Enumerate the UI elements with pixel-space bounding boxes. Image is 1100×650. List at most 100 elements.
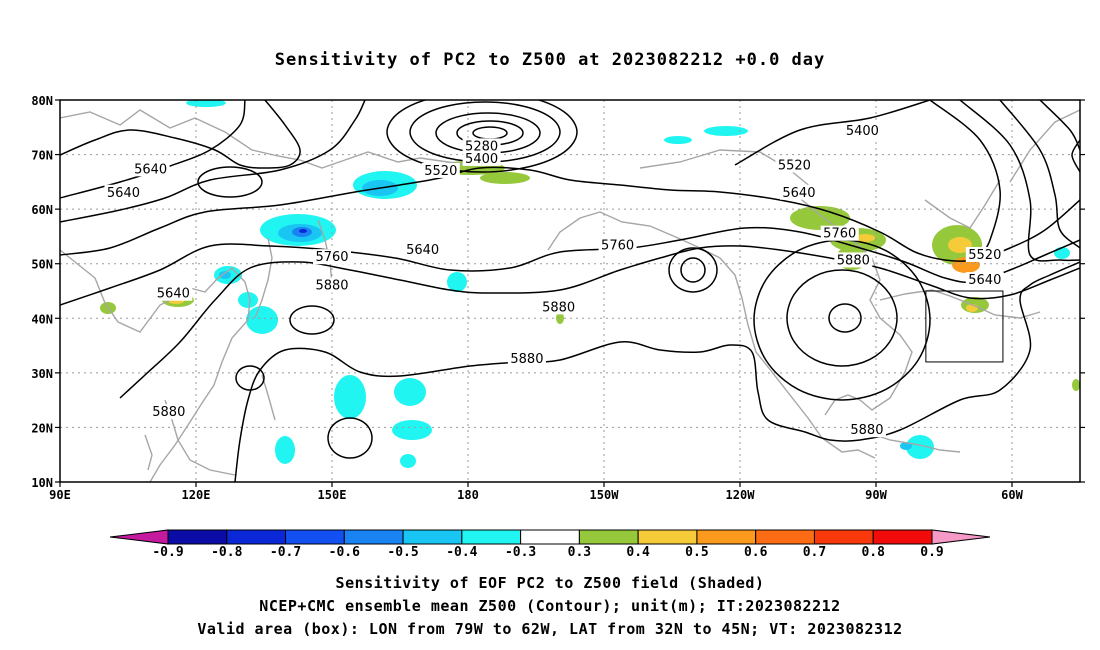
contour-label-bg	[104, 184, 143, 200]
shading-blob	[275, 436, 295, 464]
contour-label: 5880	[510, 352, 543, 367]
contour-line	[60, 100, 301, 169]
contour-label: 5520	[424, 164, 457, 179]
lat-label: 80N	[31, 94, 53, 108]
gridlines	[60, 100, 1080, 482]
lat-label: 10N	[31, 476, 53, 490]
contour-line	[60, 100, 366, 223]
colorbar-segment	[755, 529, 815, 545]
contour-ring	[456, 120, 524, 146]
lat-label: 20N	[31, 421, 53, 435]
lon-label: 150E	[318, 488, 347, 502]
coastline	[924, 179, 1001, 229]
colorbar-label: 0.8	[861, 545, 885, 560]
contour-label-bg	[462, 150, 501, 166]
colorbar-label: 0.5	[685, 545, 708, 560]
shading-blob	[704, 126, 748, 136]
shading-blob	[238, 292, 258, 308]
colorbar-segment	[343, 529, 404, 545]
colorbar-right-arrow	[931, 529, 991, 545]
contour-ring	[327, 417, 373, 459]
coastline	[254, 237, 273, 319]
contour-label: 5880	[152, 405, 185, 420]
map-title: Sensitivity of PC2 to Z500 at 2023082212…	[274, 50, 826, 70]
contour-ring	[235, 365, 265, 391]
shading-blob	[790, 206, 850, 230]
coastline	[879, 289, 1041, 319]
contour-label: 5880	[315, 279, 348, 294]
colorbar-left-arrow	[109, 529, 169, 545]
contour-label-bg	[539, 299, 578, 315]
lat-label: 30N	[31, 367, 53, 381]
contour-label: 5880	[850, 423, 883, 438]
contour-line	[999, 100, 1080, 249]
colorbar-label: 0.9	[920, 545, 943, 560]
colorbar-label: -0.5	[387, 545, 418, 560]
coastline	[144, 434, 153, 471]
shading-blob	[906, 435, 934, 459]
contour-label: 5400	[465, 152, 498, 167]
contour-label: 5640	[406, 243, 439, 258]
shading-blob	[480, 172, 530, 184]
contour-label: 5880	[542, 300, 575, 315]
shading-blob	[900, 442, 912, 450]
contour-label-bg	[131, 161, 170, 177]
contour-line	[1071, 139, 1080, 173]
lon-label: 60W	[1001, 488, 1023, 502]
shading-blob	[334, 375, 366, 419]
colorbar-label: -0.3	[505, 545, 536, 560]
contour-label-bg	[403, 242, 442, 258]
contour-label-bg	[834, 252, 873, 268]
colorbar-label: 0.6	[744, 545, 768, 560]
colorbar-segment	[696, 529, 757, 545]
contour-line	[60, 166, 1080, 262]
contour-line	[234, 261, 1080, 482]
lat-label: 40N	[31, 312, 53, 326]
contour-ring	[786, 269, 898, 367]
contour-label: 5640	[134, 162, 167, 177]
contour-label: 5760	[601, 239, 634, 254]
shading-blob	[392, 420, 432, 440]
lon-label: 120E	[182, 488, 211, 502]
colorbar-segment	[813, 529, 874, 545]
caption-line-3: Valid area (box): LON from 79W to 62W, L…	[197, 620, 903, 638]
contour-label: 5640	[782, 186, 815, 201]
contour-ring	[668, 247, 718, 293]
contour-label-bg	[843, 123, 882, 139]
contour-label: 5640	[157, 287, 190, 302]
colorbar-segment	[520, 529, 580, 545]
colorbar-segment	[226, 529, 287, 545]
contour-label-bg	[462, 138, 501, 154]
colorbar-segment	[402, 529, 463, 545]
colorbar-label: 0.7	[803, 545, 826, 560]
coastline	[60, 249, 251, 482]
lat-label: 60N	[31, 203, 53, 217]
contour-ring	[289, 305, 335, 335]
colorbar-segment	[637, 529, 698, 545]
contour-ring	[197, 166, 263, 198]
lon-label: 90W	[865, 488, 887, 502]
colorbar-label: 0.3	[568, 545, 591, 560]
shading-blob	[447, 272, 467, 292]
contour-ring	[680, 257, 706, 283]
colorbar-segment	[167, 529, 228, 545]
colorbar-label: -0.8	[211, 545, 242, 560]
contour-line	[60, 100, 246, 199]
colorbar-label: -0.9	[152, 545, 183, 560]
contour-label: 5280	[465, 139, 498, 154]
colorbar-label: -0.6	[329, 545, 360, 560]
contour-ring	[435, 112, 541, 154]
shading-blob	[299, 229, 307, 233]
contour-label-bg	[598, 237, 637, 253]
lon-label: 150W	[590, 488, 620, 502]
lon-label: 90E	[49, 488, 71, 502]
contour-label: 5400	[846, 124, 879, 139]
contour-line	[119, 245, 1080, 399]
contour-label-bg	[779, 184, 818, 200]
contour-label-bg	[847, 422, 886, 438]
shading-blob	[855, 234, 875, 242]
lat-label: 70N	[31, 149, 53, 163]
